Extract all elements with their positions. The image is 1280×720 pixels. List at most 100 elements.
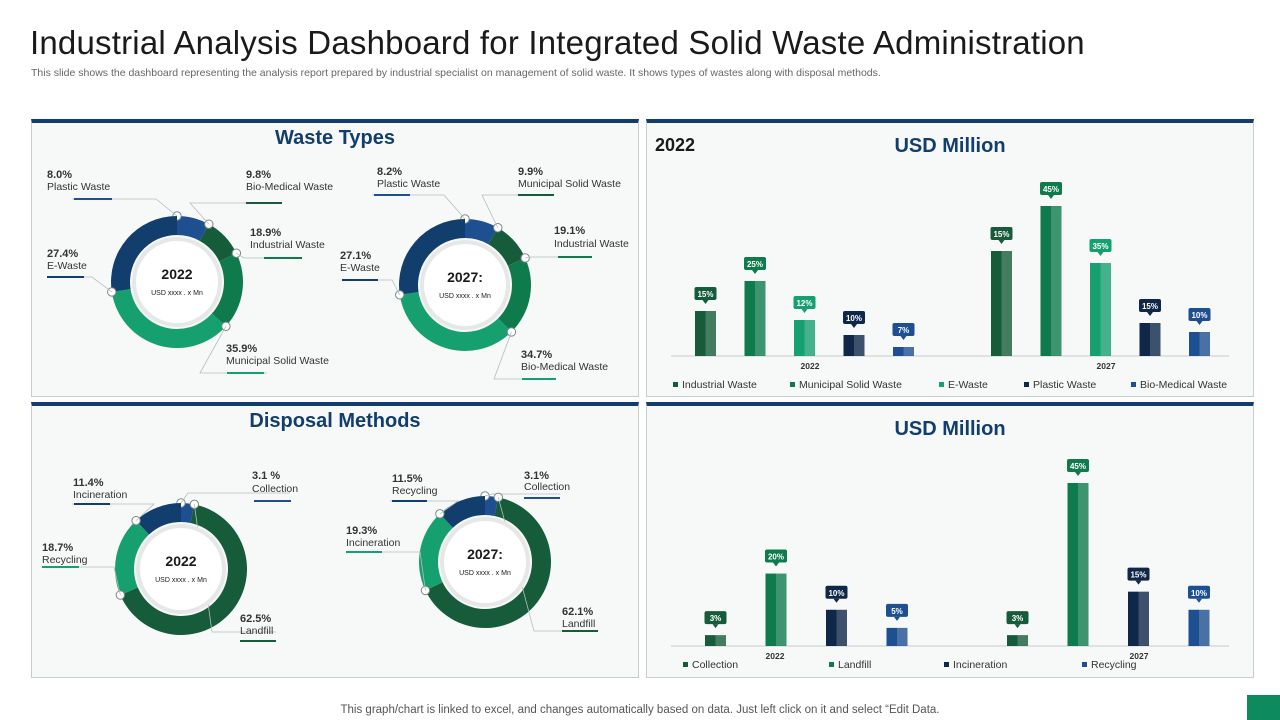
br-tag-pointer-incineration-2027: [1135, 580, 1142, 585]
tr-bar-municipal-solid-waste-2027: [1040, 206, 1051, 356]
wt2027-marker-industrial-waste: [520, 253, 530, 263]
br-category-2022: 2022: [766, 651, 785, 661]
wt2022-inner-circle: [136, 241, 218, 323]
br-tag-pointer-collection-2022: [712, 624, 719, 629]
tr-tag-bg-bio-medical-waste-2022: [892, 323, 915, 336]
wt2022-label-e-waste: E-Waste: [47, 260, 87, 272]
tr-legend-swatch-plastic-waste: [1024, 382, 1029, 387]
wt2027-label-bio-medical-waste: Bio-Medical Waste: [521, 361, 608, 373]
tr-tag-e-waste-2027: 35%: [1092, 242, 1108, 251]
waste-types-chart: 8.0%Plastic Waste 9.8% Bio-Medical Waste 18…: [47, 166, 629, 380]
tr-tag-municipal-solid-waste-2027: 45%: [1043, 185, 1059, 194]
tr-tag-bg-plastic-waste-2027: [1139, 299, 1161, 312]
tr-legend-industrial-waste: Industrial Waste: [682, 379, 757, 391]
tr-legend-e-waste: E-Waste: [948, 379, 988, 391]
dm2022-inner-circle: [140, 528, 222, 610]
tr-tag-pointer-industrial-waste-2022: [702, 300, 709, 304]
tr-tag-pointer-municipal-solid-waste-2027: [1048, 195, 1054, 199]
tr-tag-plastic-waste-2027: 15%: [1142, 302, 1158, 311]
wt2022-donut: 8.0%Plastic Waste 9.8%Bio-Medical Waste 18…: [47, 169, 333, 374]
wt2022-value-bio-medical-waste: 9.8%: [246, 169, 271, 181]
br-tag-bg-incineration-2022: [825, 585, 848, 599]
wt2027-inner-circle: [424, 244, 506, 326]
br-legend-recycling: Recycling: [1091, 659, 1137, 671]
br-tag-incineration-2027: 15%: [1130, 571, 1146, 580]
waste-types-panel: Waste Types 8.0% Plastic Waste 9.8% Bio-Med…: [31, 119, 639, 397]
tr-bar-shade-plastic-waste-2027: [1150, 323, 1161, 356]
tr-bar-shade-municipal-solid-waste-2022: [755, 281, 766, 356]
tr-tag-pointer-industrial-waste-2027: [998, 240, 1005, 244]
br-bar-incineration-2022: [826, 609, 837, 646]
br-bar-shade-landfill-2022: [776, 573, 787, 646]
dm2027-slice-collection: [485, 496, 499, 516]
wt2027-value-plastic-waste: 8.2%: [377, 166, 402, 178]
dm2027-label-landfill: Landfill: [562, 618, 595, 630]
br-bar-shade-collection-2022: [715, 635, 726, 646]
wt2027-slice-municipal-solid-waste: [488, 227, 526, 266]
footer-note: This graph/chart is linked to excel, and…: [340, 704, 940, 716]
br-bar-collection-2022: [705, 635, 716, 646]
br-tag-bg-landfill-2027: [1067, 459, 1089, 472]
disposal-bar-title: USD Million: [894, 418, 1006, 440]
dm2022-label-recycling: Recycling: [42, 554, 88, 566]
dm2022-slice-collection: [181, 503, 195, 523]
waste-types-title: Waste Types: [274, 127, 396, 149]
wt2027-center-year: 2027:: [447, 269, 483, 285]
dm2022-donut: 3.1 %Collection 62.5%Landfill 18.7%Recycli…: [42, 470, 298, 642]
wt2022-marker-e-waste: [107, 287, 117, 297]
disposal-methods-chart: 3.1 %Collection62.5%Landfill18.7%Recycli…: [42, 470, 598, 642]
wt2027-marker-e-waste: [395, 290, 405, 300]
dm2027-marker-landfill: [493, 492, 503, 503]
wt2027-leader-e-waste: [342, 279, 401, 295]
dm2027-marker-recycling: [435, 509, 445, 519]
br-bar-shade-recycling-2027: [1199, 609, 1210, 646]
dm2027-center-sub: USD xxxx . x Mn: [459, 570, 511, 577]
tr-legend-swatch-bio-medical-waste: [1131, 382, 1136, 387]
tr-bar-plastic-waste-2027: [1139, 323, 1150, 356]
wt2022-value-industrial-waste: 18.9%: [250, 227, 281, 239]
tr-tag-pointer-municipal-solid-waste-2022: [752, 270, 758, 274]
br-bar-recycling-2027: [1188, 609, 1199, 646]
br-tag-bg-incineration-2027: [1127, 567, 1150, 581]
dm2022-value-incineration: 11.4%: [73, 477, 104, 489]
tr-tag-pointer-e-waste-2027: [1097, 252, 1104, 256]
dm2027-slice-landfill: [425, 497, 551, 628]
dm2022-slice-recycling: [115, 520, 150, 596]
wt2022-value-plastic-waste: 8.0%: [47, 169, 72, 181]
dm2027-label-recycling: Recycling: [392, 485, 438, 497]
dm2027-leader-collection: [484, 493, 560, 497]
tr-tag-pointer-plastic-waste-2027: [1147, 312, 1153, 316]
wt2022-label-plastic-waste: Plastic Waste: [47, 181, 110, 193]
tr-tag-pointer-plastic-waste-2022: [851, 324, 857, 328]
dm2027-inner-circle: [444, 521, 526, 603]
wt2022-leader-plastic-waste: [72, 198, 178, 217]
br-legend-swatch-landfill: [829, 662, 834, 667]
wt2022-slice-municipal-solid-waste: [111, 289, 226, 348]
waste-bar-title: USD Million: [894, 135, 1006, 157]
br-tag-bg-recycling-2027: [1188, 585, 1210, 599]
wt2027-label-municipal-solid-waste: Municipal Solid Waste: [518, 178, 621, 190]
wt2027-slice-e-waste: [399, 219, 465, 295]
tr-bars: 15% 25% 12% 10% 7% 2022 15% 45% 35% 15% 10% 2027 Ind…: [671, 182, 1229, 391]
tr-tag-bg-plastic-waste-2022: [843, 311, 865, 324]
tr-bar-industrial-waste-2027: [991, 251, 1002, 356]
br-tag-collection-2022: 3%: [710, 614, 722, 623]
tr-tag-pointer-bio-medical-waste-2027: [1196, 321, 1203, 325]
wt2027-slice-plastic-waste: [465, 219, 498, 245]
br-bar-collection-2027: [1007, 635, 1018, 646]
br-tag-pointer-landfill-2022: [773, 562, 779, 567]
br-tag-recycling-2027: 10%: [1191, 589, 1207, 598]
tr-tag-e-waste-2022: 12%: [796, 299, 812, 308]
br-legend-incineration: Incineration: [953, 659, 1007, 671]
dm2022-leader-collection: [180, 492, 290, 504]
dm2022-value-collection: 3.1 %: [252, 470, 280, 482]
dm2022-leader-recycling: [42, 566, 121, 596]
dm2022-value-recycling: 18.7%: [42, 542, 73, 554]
wt2027-donut: 8.2%Plastic Waste 9.9%Municipal Solid Was…: [340, 166, 629, 380]
tr-tag-pointer-bio-medical-waste-2022: [900, 336, 907, 340]
br-legend-swatch-recycling: [1082, 662, 1087, 667]
br-legend-landfill: Landfill: [838, 659, 871, 671]
wt2027-value-bio-medical-waste: 34.7%: [521, 349, 552, 361]
tr-bar-bio-medical-waste-2022: [893, 347, 904, 356]
tr-bar-shade-industrial-waste-2022: [705, 311, 716, 356]
